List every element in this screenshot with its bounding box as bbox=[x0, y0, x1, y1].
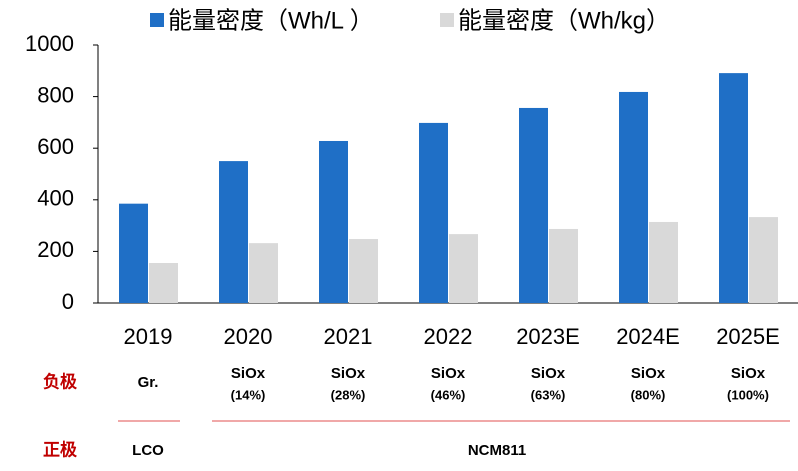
y-tick-label: 800 bbox=[37, 82, 74, 107]
y-tick-label: 600 bbox=[37, 134, 74, 159]
bar bbox=[349, 239, 378, 303]
bar bbox=[619, 91, 648, 304]
bar bbox=[719, 73, 748, 303]
bar bbox=[119, 203, 148, 303]
x-tick-label: 2024E bbox=[616, 324, 680, 349]
anode-item: SiOx bbox=[531, 365, 566, 382]
bar bbox=[319, 140, 348, 303]
bar bbox=[419, 122, 448, 303]
legend-label: 能量密度（Wh/L ） bbox=[168, 7, 374, 34]
anode-share: (28%) bbox=[331, 387, 366, 402]
anode-label: 负极 bbox=[43, 371, 77, 391]
legend-swatch bbox=[440, 13, 454, 27]
anode-share: (80%) bbox=[631, 387, 666, 402]
anode-item: SiOx bbox=[231, 365, 266, 382]
legend-swatch bbox=[150, 13, 164, 27]
anode-item: SiOx bbox=[431, 365, 466, 382]
x-tick-label: 2019 bbox=[124, 324, 173, 349]
x-tick-label: 2022 bbox=[424, 324, 473, 349]
anode-item: SiOx bbox=[331, 365, 366, 382]
anode-item: Gr. bbox=[138, 374, 159, 391]
bar bbox=[219, 161, 248, 303]
cathode-label: 正极 bbox=[43, 440, 77, 459]
anode-share: (14%) bbox=[231, 387, 266, 402]
bar bbox=[649, 221, 678, 303]
anode-share: (100%) bbox=[727, 387, 769, 402]
y-tick-label: 200 bbox=[37, 237, 74, 262]
y-tick-label: 400 bbox=[37, 186, 74, 211]
bar bbox=[519, 107, 548, 304]
cathode-item: NCM811 bbox=[468, 442, 526, 459]
anode-share: (63%) bbox=[531, 387, 566, 402]
anode-item: SiOx bbox=[731, 365, 766, 382]
y-tick-label: 0 bbox=[62, 289, 74, 314]
x-tick-label: 2025E bbox=[716, 324, 780, 349]
y-tick-label: 1000 bbox=[25, 31, 74, 56]
anode-item: SiOx bbox=[631, 365, 666, 382]
bar bbox=[549, 228, 578, 303]
cathode-item: LCO bbox=[132, 442, 164, 459]
x-tick-label: 2023E bbox=[516, 324, 580, 349]
x-tick-label: 2020 bbox=[224, 324, 273, 349]
bar bbox=[449, 234, 478, 303]
bar bbox=[749, 217, 778, 303]
anode-share: (46%) bbox=[431, 387, 466, 402]
bar bbox=[149, 263, 178, 303]
legend-label: 能量密度（Wh/kg） bbox=[458, 7, 670, 34]
x-tick-label: 2021 bbox=[324, 324, 373, 349]
bar bbox=[249, 243, 278, 303]
